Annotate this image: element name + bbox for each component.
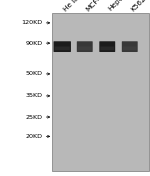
Text: 35KD: 35KD: [26, 93, 43, 98]
Text: 25KD: 25KD: [26, 115, 43, 120]
FancyBboxPatch shape: [99, 41, 115, 52]
FancyBboxPatch shape: [122, 41, 138, 52]
Text: He la: He la: [62, 0, 80, 12]
Text: MCF-7: MCF-7: [85, 0, 105, 12]
Text: 50KD: 50KD: [26, 71, 43, 76]
Bar: [52, 13, 149, 171]
FancyBboxPatch shape: [55, 46, 70, 50]
FancyBboxPatch shape: [54, 41, 71, 52]
FancyBboxPatch shape: [123, 46, 137, 50]
Text: 120KD: 120KD: [22, 20, 43, 25]
Text: HepG2: HepG2: [107, 0, 129, 12]
Text: K562: K562: [130, 0, 147, 12]
FancyBboxPatch shape: [77, 41, 93, 52]
FancyBboxPatch shape: [100, 46, 114, 50]
Text: 20KD: 20KD: [26, 134, 43, 139]
FancyBboxPatch shape: [78, 46, 92, 50]
Text: 90KD: 90KD: [26, 41, 43, 46]
